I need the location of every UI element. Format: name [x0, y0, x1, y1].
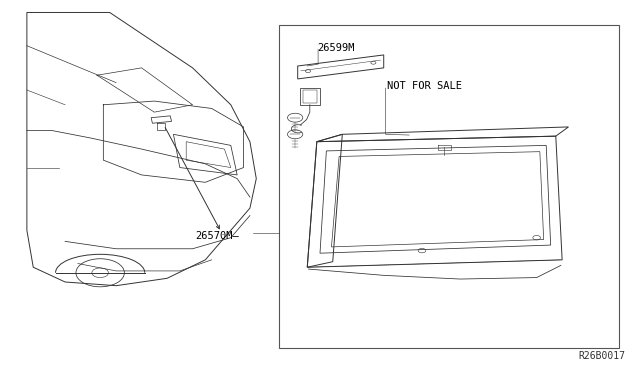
Bar — [278, 25, 620, 349]
Bar — [303, 90, 317, 103]
Bar — [300, 88, 320, 105]
Text: NOT FOR SALE: NOT FOR SALE — [387, 81, 462, 91]
Text: R26B0017: R26B0017 — [579, 352, 626, 361]
Text: 26570M–: 26570M– — [196, 231, 239, 241]
Text: 26599M: 26599M — [317, 42, 355, 52]
